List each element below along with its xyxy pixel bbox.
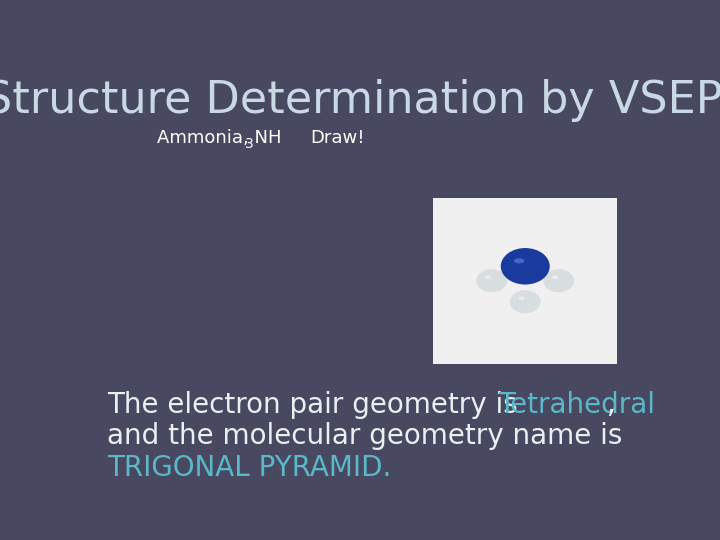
Ellipse shape — [552, 275, 558, 279]
Circle shape — [500, 248, 550, 285]
Circle shape — [510, 291, 541, 313]
Circle shape — [476, 269, 507, 292]
Text: Draw!: Draw! — [310, 129, 365, 147]
Text: Tetrahedral: Tetrahedral — [498, 391, 655, 419]
Text: Structure Determination by VSEPR: Structure Determination by VSEPR — [0, 79, 720, 123]
Circle shape — [544, 269, 575, 292]
Ellipse shape — [514, 258, 524, 264]
Text: ,: , — [598, 391, 616, 419]
Text: 3: 3 — [245, 137, 254, 151]
Ellipse shape — [518, 297, 525, 300]
Bar — [433, 198, 617, 364]
Text: Ammonia, NH: Ammonia, NH — [157, 129, 282, 147]
Text: The electron pair geometry is: The electron pair geometry is — [107, 391, 526, 419]
Ellipse shape — [485, 275, 491, 279]
Text: and the molecular geometry name is: and the molecular geometry name is — [107, 422, 622, 450]
Text: TRIGONAL PYRAMID.: TRIGONAL PYRAMID. — [107, 454, 391, 482]
